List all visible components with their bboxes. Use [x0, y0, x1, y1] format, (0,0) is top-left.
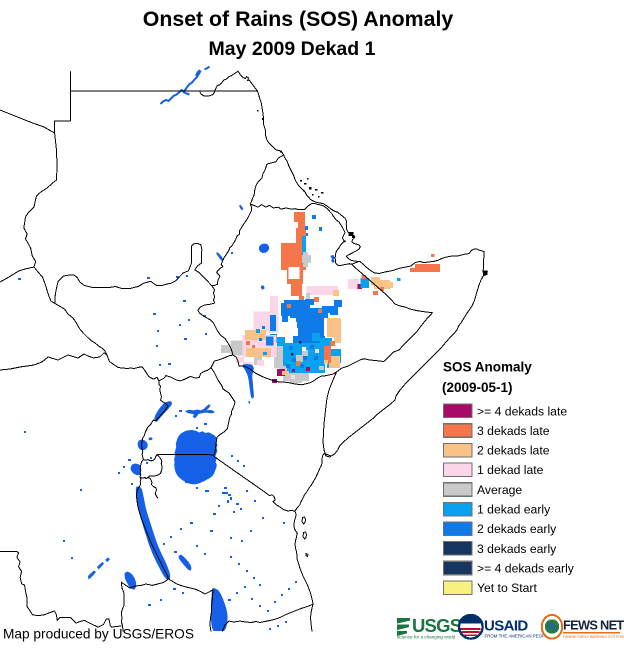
svg-text:1 dekad late: 1 dekad late: [477, 463, 544, 477]
svg-text:2 dekads early: 2 dekads early: [477, 522, 557, 536]
svg-text:3 dekads late: 3 dekads late: [477, 424, 550, 438]
svg-text:USAID: USAID: [484, 618, 528, 635]
svg-text:Onset of Rains (SOS) Anomaly: Onset of Rains (SOS) Anomaly: [143, 7, 454, 31]
svg-text:>= 4 dekads early: >= 4 dekads early: [477, 562, 575, 576]
svg-text:1 dekad early: 1 dekad early: [477, 503, 551, 517]
svg-text:>= 4 dekads late: >= 4 dekads late: [477, 404, 567, 418]
svg-text:FAMINE EARLY WARNING SYSTEMS N: FAMINE EARLY WARNING SYSTEMS NETWORK: [563, 635, 624, 639]
svg-text:May 2009 Dekad 1: May 2009 Dekad 1: [209, 38, 376, 60]
svg-text:Yet to Start: Yet to Start: [477, 581, 537, 595]
svg-text:Average: Average: [477, 483, 522, 497]
svg-text:2 dekads late: 2 dekads late: [477, 444, 550, 458]
svg-text:science for a changing world: science for a changing world: [397, 635, 456, 640]
svg-text:SOS Anomaly: SOS Anomaly: [443, 360, 532, 375]
svg-text:FROM THE AMERICAN PEOPLE: FROM THE AMERICAN PEOPLE: [485, 634, 551, 639]
svg-text:USGS: USGS: [412, 615, 462, 636]
svg-text:3 dekads early: 3 dekads early: [477, 542, 557, 556]
svg-text:(2009-05-1): (2009-05-1): [442, 380, 513, 395]
svg-text:FEWS NET: FEWS NET: [563, 618, 624, 633]
svg-text:Map produced by USGS/EROS: Map produced by USGS/EROS: [3, 627, 194, 642]
